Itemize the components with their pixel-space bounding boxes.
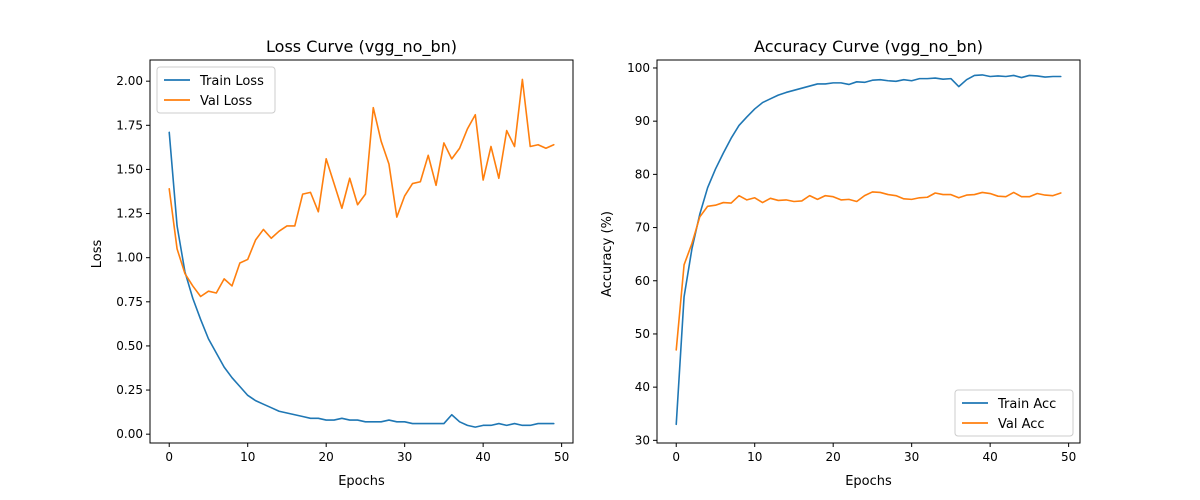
- accuracy-legend-label: Train Acc: [997, 397, 1056, 412]
- accuracy-x-tick-label: 50: [1061, 450, 1076, 464]
- loss-y-tick-label: 0.00: [116, 427, 143, 441]
- loss-chart: Loss Curve (vgg_no_bn) 0 10 20 30 40 50 0.00 0.…: [90, 37, 574, 489]
- accuracy-y-tick-label: 40: [635, 380, 650, 394]
- loss-x-tick-label: 0: [165, 450, 173, 464]
- accuracy-chart: Accuracy Curve (vgg_no_bn) 0 10 20 30 40 50 30…: [600, 37, 1081, 489]
- loss-x-tick-label: 20: [319, 450, 334, 464]
- loss-chart-title: Loss Curve (vgg_no_bn): [266, 37, 457, 57]
- loss-series-val-loss-line: [168, 78, 555, 298]
- loss-y-tick-label: 1.25: [116, 207, 143, 221]
- accuracy-legend: Train Acc Val Acc: [954, 389, 1074, 437]
- loss-y-tick-label: 1.00: [116, 251, 143, 265]
- accuracy-x-tick-label: 20: [826, 450, 841, 464]
- loss-legend-box: [156, 66, 276, 114]
- accuracy-y-tick-label: 60: [635, 274, 650, 288]
- accuracy-x-tick-label: 10: [747, 450, 762, 464]
- accuracy-y-tick-label: 80: [635, 167, 650, 181]
- accuracy-y-tick-label: 90: [635, 114, 650, 128]
- loss-x-tick-label: 50: [554, 450, 569, 464]
- loss-y-tick-label: 1.50: [116, 162, 143, 176]
- accuracy-y-tick-label: 100: [627, 61, 650, 75]
- loss-x-tick-label: 10: [240, 450, 255, 464]
- accuracy-series-val-acc-line: [675, 191, 1062, 351]
- accuracy-chart-title: Accuracy Curve (vgg_no_bn): [754, 37, 983, 57]
- loss-y-tick-label: 0.75: [116, 295, 143, 309]
- loss-plot-frame: [149, 59, 574, 444]
- accuracy-y-tick-label: 50: [635, 327, 650, 341]
- accuracy-x-axis-label: Epochs: [845, 474, 892, 489]
- loss-y-tick-label: 0.25: [116, 383, 143, 397]
- accuracy-x-tick-label: 30: [904, 450, 919, 464]
- accuracy-plot-frame: [656, 59, 1081, 444]
- loss-x-axis-label: Epochs: [338, 474, 385, 489]
- accuracy-x-tick-label: 40: [983, 450, 998, 464]
- loss-series-train-loss-line: [168, 131, 555, 428]
- accuracy-legend-label: Val Acc: [998, 417, 1045, 432]
- loss-x-tick-label: 40: [476, 450, 491, 464]
- loss-y-tick-label: 1.75: [116, 118, 143, 132]
- accuracy-y-axis-label: Accuracy (%): [600, 211, 615, 297]
- loss-legend: Train Loss Val Loss: [156, 66, 276, 114]
- loss-y-axis-label: Loss: [90, 240, 105, 269]
- loss-y-tick-label: 0.50: [116, 339, 143, 353]
- accuracy-series-train-acc-line: [675, 74, 1062, 426]
- accuracy-y-tick-label: 70: [635, 221, 650, 235]
- accuracy-legend-box: [954, 389, 1074, 437]
- accuracy-x-tick-label: 0: [672, 450, 680, 464]
- loss-legend-label: Val Loss: [200, 94, 252, 109]
- loss-legend-label: Train Loss: [199, 74, 264, 89]
- accuracy-y-tick-label: 30: [635, 433, 650, 447]
- loss-y-tick-label: 2.00: [116, 74, 143, 88]
- loss-x-tick-label: 30: [397, 450, 412, 464]
